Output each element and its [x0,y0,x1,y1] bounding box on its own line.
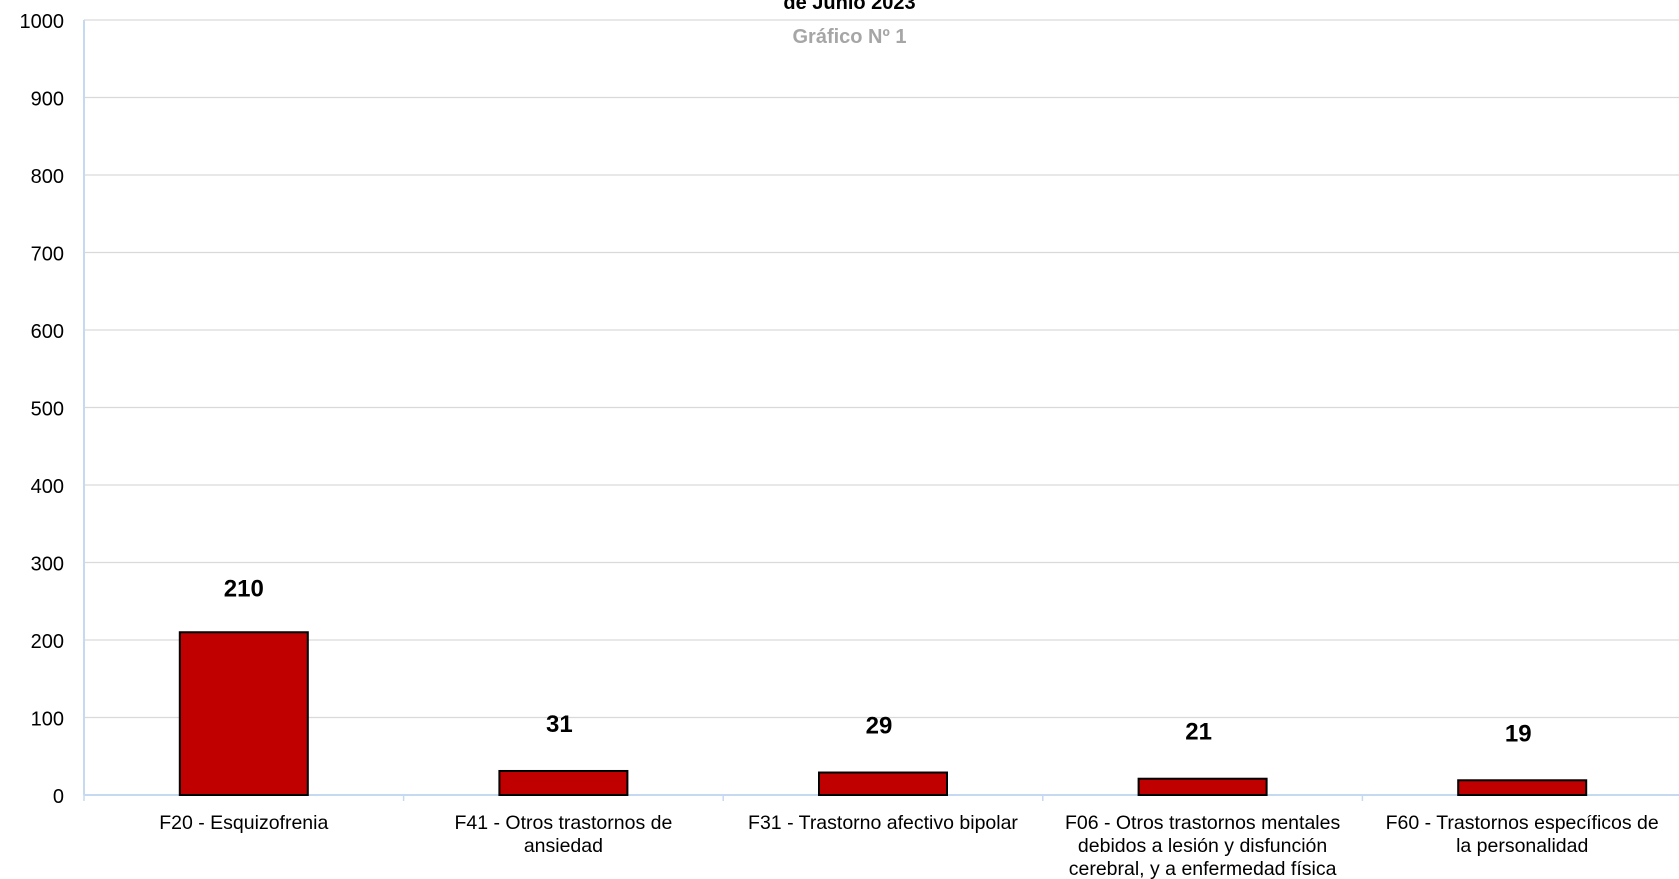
data-label: 29 [866,713,893,740]
x-category-label: la personalidad [1456,835,1588,857]
bar [1457,779,1588,797]
y-tick-label: 900 [31,89,64,111]
y-tick-label: 100 [31,709,64,731]
x-category-label: F31 - Trastorno afectivo bipolar [748,812,1018,834]
y-tick-label: 0 [53,786,64,808]
chart-subtitle: Gráfico Nº 1 [792,26,907,48]
x-category-label: F20 - Esquizofrenia [159,812,328,834]
x-category-label: cerebral, y a enfermedad física [1069,858,1337,879]
y-tick-label: 700 [31,244,64,266]
bar [1137,777,1268,796]
y-tick-label: 300 [31,554,64,576]
bar [818,771,948,797]
y-tick-label: 1000 [20,11,65,33]
bar [498,769,629,796]
chart-title: de Junio 2023 [783,0,916,14]
y-tick-label: 600 [31,321,64,343]
data-label: 19 [1505,720,1532,747]
y-tick-label: 200 [31,631,64,653]
x-category-label: F41 - Otros trastornos de [454,812,672,834]
data-label: 31 [546,711,573,738]
x-category-label: F60 - Trastornos específicos de [1386,812,1659,834]
x-category-label: ansiedad [524,835,603,857]
y-tick-label: 500 [31,399,64,421]
y-tick-label: 400 [31,476,64,498]
y-tick-label: 800 [31,166,64,188]
data-label: 210 [224,575,264,602]
data-label: 21 [1185,719,1212,746]
x-category-label: debidos a lesión y disfunción [1078,835,1327,857]
x-category-label: F06 - Otros trastornos mentales [1065,812,1341,834]
bar [178,631,309,796]
